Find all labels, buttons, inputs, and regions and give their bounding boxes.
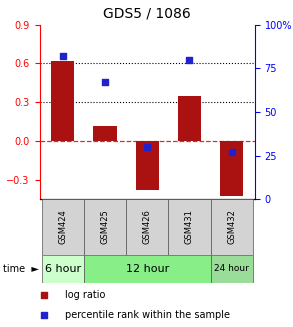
Point [103,80,107,85]
Bar [178,96,201,141]
Text: percentile rank within the sample: percentile rank within the sample [65,310,230,320]
Text: GSM432: GSM432 [227,209,236,244]
Bar [211,199,253,255]
Text: GSM431: GSM431 [185,209,194,244]
Text: 24 hour: 24 hour [214,265,249,273]
Point [229,150,234,155]
Point [145,144,150,149]
Text: time  ►: time ► [3,264,39,274]
Text: 6 hour: 6 hour [45,264,81,274]
Bar [51,61,74,141]
Bar [136,141,159,190]
Text: GSM424: GSM424 [58,209,67,244]
Bar [220,141,243,196]
Point [187,57,192,62]
Bar [84,255,211,283]
Bar [168,199,211,255]
Point [42,292,46,297]
Bar [42,255,84,283]
Point [60,53,65,59]
Text: GSM426: GSM426 [143,209,152,244]
Bar [42,199,84,255]
Text: log ratio: log ratio [65,290,106,300]
Text: GSM425: GSM425 [100,209,110,244]
Point [42,312,46,317]
Bar [211,255,253,283]
Bar [84,199,126,255]
Bar [126,199,168,255]
Bar [93,126,117,141]
Text: 12 hour: 12 hour [126,264,169,274]
Text: GDS5 / 1086: GDS5 / 1086 [103,7,190,21]
